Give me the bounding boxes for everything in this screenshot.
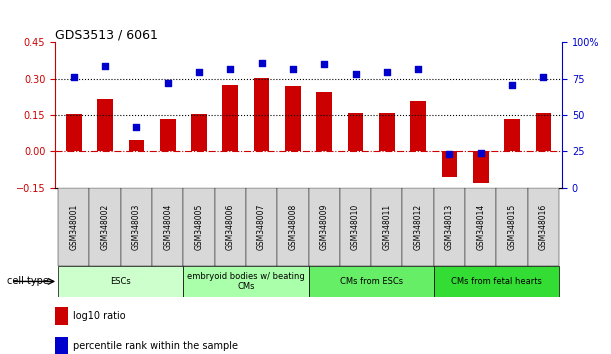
Text: GSM348002: GSM348002 (101, 204, 109, 250)
Text: log10 ratio: log10 ratio (73, 311, 125, 321)
Bar (348, 113, 364, 152)
Bar (66, 114, 82, 152)
Bar (97, 99, 113, 152)
FancyBboxPatch shape (121, 188, 152, 266)
Bar (55, 337, 68, 354)
Point (257, 60, 266, 65)
Point (445, 152, 455, 157)
FancyBboxPatch shape (277, 188, 309, 266)
Point (382, 69, 392, 74)
Text: GSM348009: GSM348009 (320, 203, 329, 250)
Text: ESCs: ESCs (111, 277, 131, 286)
Bar (442, 152, 457, 177)
Text: embryoid bodies w/ beating
CMs: embryoid bodies w/ beating CMs (187, 272, 305, 291)
Point (351, 72, 360, 77)
Bar (285, 86, 301, 152)
FancyBboxPatch shape (340, 188, 371, 266)
Bar (473, 152, 489, 183)
FancyBboxPatch shape (214, 188, 246, 266)
FancyBboxPatch shape (58, 188, 89, 266)
FancyBboxPatch shape (309, 188, 340, 266)
Bar (411, 101, 426, 152)
FancyBboxPatch shape (183, 188, 214, 266)
Bar (316, 92, 332, 152)
Point (100, 63, 110, 69)
Point (320, 62, 329, 67)
FancyBboxPatch shape (465, 188, 496, 266)
Bar (191, 114, 207, 152)
Text: GDS3513 / 6061: GDS3513 / 6061 (55, 28, 158, 41)
Text: GSM348001: GSM348001 (69, 204, 78, 250)
Text: GSM348013: GSM348013 (445, 204, 454, 250)
Text: GSM348016: GSM348016 (539, 204, 548, 250)
Text: GSM348010: GSM348010 (351, 204, 360, 250)
Point (69, 74, 79, 80)
FancyBboxPatch shape (434, 188, 465, 266)
Bar (535, 113, 551, 152)
Text: cell type: cell type (7, 276, 49, 286)
Bar (504, 119, 520, 152)
Point (131, 124, 141, 130)
Point (413, 66, 423, 72)
Text: GSM348005: GSM348005 (194, 203, 203, 250)
Point (476, 150, 486, 156)
Text: GSM348014: GSM348014 (476, 204, 485, 250)
Bar (379, 113, 395, 152)
Point (538, 74, 548, 80)
FancyBboxPatch shape (89, 188, 121, 266)
FancyBboxPatch shape (309, 266, 434, 297)
Bar (55, 307, 68, 325)
Point (163, 80, 172, 86)
Point (288, 66, 298, 72)
Bar (254, 78, 269, 152)
Text: GSM348004: GSM348004 (163, 203, 172, 250)
Text: GSM348007: GSM348007 (257, 203, 266, 250)
Text: percentile rank within the sample: percentile rank within the sample (73, 341, 238, 351)
Text: GSM348015: GSM348015 (508, 204, 516, 250)
Text: GSM348006: GSM348006 (226, 203, 235, 250)
FancyBboxPatch shape (403, 188, 434, 266)
Point (507, 82, 517, 87)
Bar (222, 85, 238, 152)
Point (225, 66, 235, 72)
FancyBboxPatch shape (496, 188, 528, 266)
Text: CMs from ESCs: CMs from ESCs (340, 277, 403, 286)
FancyBboxPatch shape (183, 266, 309, 297)
Text: GSM348008: GSM348008 (288, 204, 298, 250)
FancyBboxPatch shape (371, 188, 403, 266)
Text: GSM348012: GSM348012 (414, 204, 423, 250)
Bar (160, 119, 175, 152)
Point (194, 69, 204, 74)
FancyBboxPatch shape (58, 266, 183, 297)
FancyBboxPatch shape (246, 188, 277, 266)
FancyBboxPatch shape (152, 188, 183, 266)
Text: CMs from fetal hearts: CMs from fetal hearts (451, 277, 542, 286)
Bar (128, 141, 144, 152)
Text: GSM348003: GSM348003 (132, 203, 141, 250)
Text: GSM348011: GSM348011 (382, 204, 391, 250)
FancyBboxPatch shape (528, 188, 559, 266)
FancyBboxPatch shape (434, 266, 559, 297)
